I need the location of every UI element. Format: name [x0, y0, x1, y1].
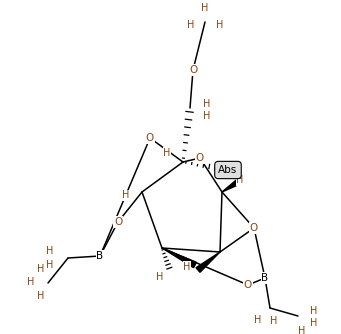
Text: B: B [97, 251, 104, 261]
Text: O: O [189, 65, 197, 75]
Text: H: H [216, 20, 223, 30]
Polygon shape [196, 252, 220, 272]
Text: H: H [38, 264, 45, 274]
Text: H: H [310, 306, 317, 316]
Text: H: H [27, 277, 34, 287]
Text: H: H [46, 245, 53, 256]
Text: H: H [236, 175, 243, 185]
Text: H: H [201, 3, 209, 13]
Text: O: O [114, 217, 122, 227]
Text: H: H [203, 111, 210, 121]
Text: H: H [163, 148, 170, 158]
Text: H: H [183, 262, 191, 272]
Text: H: H [225, 161, 233, 171]
Text: Abs: Abs [218, 165, 238, 175]
Text: H: H [298, 326, 305, 334]
Text: H: H [203, 99, 210, 109]
Polygon shape [222, 180, 239, 192]
Text: H: H [254, 315, 262, 325]
Text: H: H [270, 316, 277, 326]
Text: H: H [122, 190, 129, 200]
Text: H: H [156, 272, 163, 282]
Text: H: H [38, 291, 45, 301]
Text: B: B [262, 273, 269, 283]
Text: O: O [250, 223, 258, 233]
Polygon shape [162, 248, 196, 268]
Text: H: H [310, 318, 317, 328]
Text: O: O [244, 280, 252, 290]
Text: H: H [46, 260, 53, 270]
Text: O: O [146, 133, 154, 143]
Text: O: O [196, 153, 204, 163]
Text: H: H [187, 20, 194, 30]
